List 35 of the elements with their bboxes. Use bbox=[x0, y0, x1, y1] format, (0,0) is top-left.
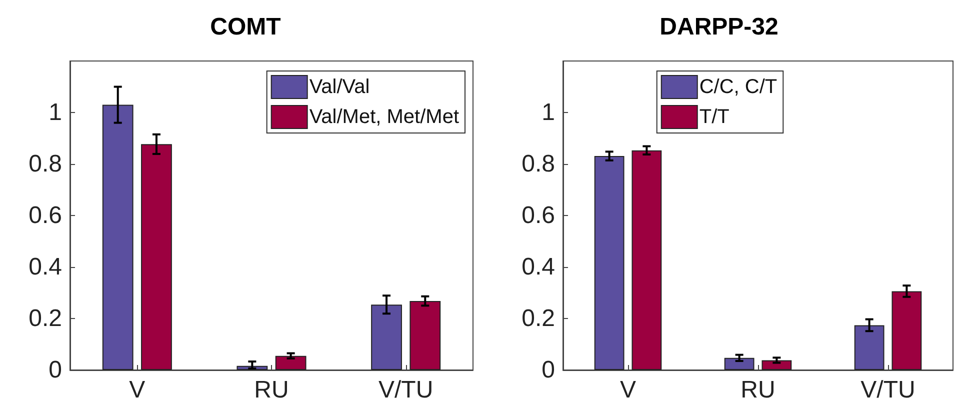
legend-label: T/T bbox=[699, 106, 730, 128]
y-tick-label: 0.6 bbox=[522, 202, 555, 229]
x-tick-label: RU bbox=[740, 376, 776, 404]
bar bbox=[594, 156, 624, 370]
x-tick-label: V/TU bbox=[860, 376, 916, 404]
legend-label: C/C, C/T bbox=[699, 76, 778, 98]
y-tick-label: 0 bbox=[542, 356, 555, 384]
bar bbox=[892, 291, 922, 370]
y-tick-label: 0 bbox=[48, 356, 62, 384]
x-tick-label: V bbox=[620, 376, 636, 404]
x-tick-label: RU bbox=[254, 376, 289, 404]
bar bbox=[762, 360, 792, 370]
y-tick-label: 0.4 bbox=[522, 254, 555, 280]
y-tick-label: 0.4 bbox=[28, 254, 62, 280]
x-tick-label: V bbox=[129, 376, 146, 404]
bar bbox=[632, 150, 662, 370]
bar bbox=[724, 358, 754, 370]
legend-label: Val/Met, Met/Met bbox=[309, 106, 460, 128]
chart-title: COMT bbox=[210, 14, 282, 40]
y-tick-label: 1 bbox=[542, 99, 555, 126]
bar bbox=[410, 300, 441, 370]
y-tick-label: 0.2 bbox=[522, 305, 555, 332]
bar bbox=[141, 144, 172, 370]
chart-title: DARPP-32 bbox=[660, 14, 778, 40]
y-tick-label: 0.8 bbox=[28, 150, 62, 178]
y-tick-label: 0.6 bbox=[28, 202, 62, 229]
bar bbox=[275, 356, 306, 370]
y-tick-label: 1 bbox=[48, 99, 62, 126]
bar bbox=[102, 104, 134, 370]
y-tick-label: 0.2 bbox=[28, 305, 62, 332]
bar bbox=[371, 304, 402, 370]
x-tick-label: V/TU bbox=[378, 376, 434, 404]
legend-label: Val/Val bbox=[309, 76, 370, 98]
y-tick-label: 0.8 bbox=[522, 150, 555, 178]
bar bbox=[854, 325, 884, 370]
